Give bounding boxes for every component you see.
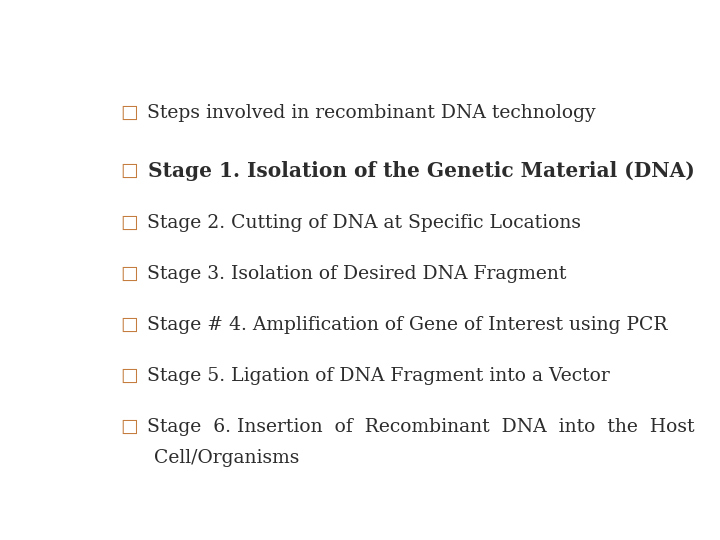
Text: Steps involved in recombinant DNA technology: Steps involved in recombinant DNA techno… — [141, 104, 595, 122]
Text: Stage 1. Isolation of the Genetic Material (DNA): Stage 1. Isolation of the Genetic Materi… — [141, 161, 695, 181]
Text: □: □ — [121, 104, 138, 122]
Text: □: □ — [121, 162, 138, 180]
Text: Cell/Organisms: Cell/Organisms — [154, 449, 300, 467]
Text: Stage 5. Ligation of DNA Fragment into a Vector: Stage 5. Ligation of DNA Fragment into a… — [141, 367, 610, 385]
Text: □: □ — [121, 265, 138, 283]
Text: □: □ — [121, 316, 138, 334]
Text: □: □ — [121, 367, 138, 385]
Text: Stage 3. Isolation of Desired DNA Fragment: Stage 3. Isolation of Desired DNA Fragme… — [141, 265, 566, 283]
Text: □: □ — [121, 214, 138, 232]
Text: Stage 2. Cutting of DNA at Specific Locations: Stage 2. Cutting of DNA at Specific Loca… — [141, 214, 581, 232]
Text: Stage # 4. Amplification of Gene of Interest using PCR: Stage # 4. Amplification of Gene of Inte… — [141, 316, 667, 334]
FancyBboxPatch shape — [81, 58, 657, 487]
Text: Stage  6. Insertion  of  Recombinant  DNA  into  the  Host: Stage 6. Insertion of Recombinant DNA in… — [141, 418, 694, 436]
Text: □: □ — [121, 418, 138, 436]
